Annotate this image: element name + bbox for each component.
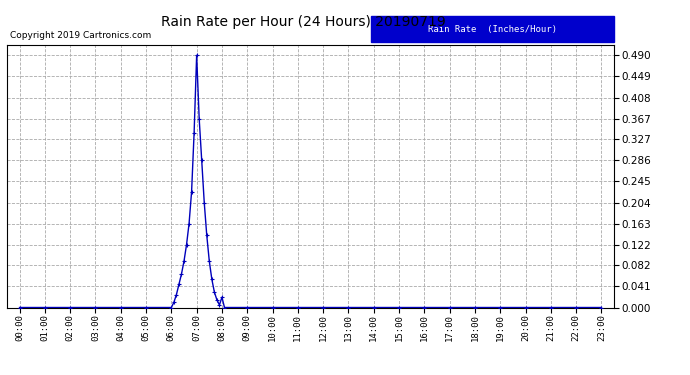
Text: Rain Rate per Hour (24 Hours) 20190719: Rain Rate per Hour (24 Hours) 20190719 (161, 15, 446, 29)
Text: Copyright 2019 Cartronics.com: Copyright 2019 Cartronics.com (10, 31, 151, 40)
Text: Rain Rate  (Inches/Hour): Rain Rate (Inches/Hour) (428, 25, 557, 34)
Bar (371, 16, 614, 42)
